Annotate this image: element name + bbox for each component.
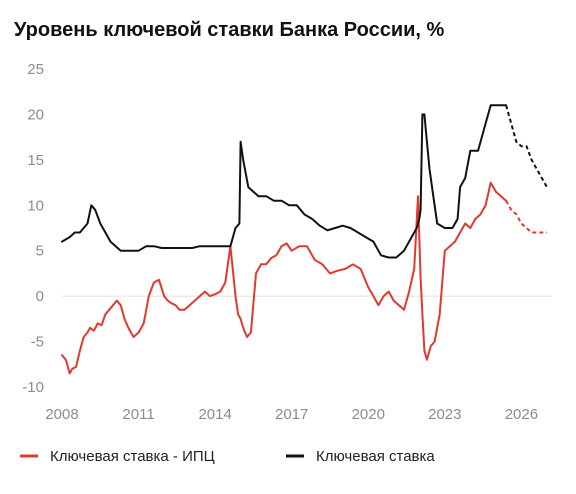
x-tick-label: 2011: [122, 406, 154, 423]
y-tick-label: -5: [31, 334, 44, 351]
series-line-key-rate: [61, 104, 508, 259]
y-axis-ticks: 25 20 15 10 5 0 -5 -10: [22, 61, 44, 396]
y-tick-label: 25: [27, 61, 44, 78]
x-tick-label: 2008: [45, 406, 78, 423]
y-tick-label: 15: [27, 152, 44, 169]
y-tick-label: -10: [22, 379, 44, 396]
y-tick-label: 0: [36, 288, 44, 305]
series-line-real-rate: [61, 181, 508, 375]
y-tick-label: 10: [27, 197, 44, 214]
x-tick-label: 2020: [352, 406, 385, 423]
x-tick-label: 2026: [505, 406, 538, 423]
y-tick-label: 5: [36, 243, 44, 260]
forecast-line-key-rate: [505, 105, 548, 188]
x-tick-label: 2017: [275, 406, 308, 423]
x-tick-label: 2023: [428, 406, 461, 423]
legend-label: Ключевая ставка: [316, 448, 435, 465]
y-tick-label: 20: [27, 106, 44, 123]
x-tick-label: 2014: [198, 406, 231, 423]
series-layer: [61, 104, 548, 375]
legend: Ключевая ставка - ИПЦ Ключевая ставка: [20, 448, 435, 465]
legend-label: Ключевая ставка - ИПЦ: [50, 448, 215, 465]
x-axis-ticks: 2008 2011 2014 2017 2020 2023 2026: [45, 406, 538, 423]
chart-title: Уровень ключевой ставки Банка России, %: [14, 19, 445, 41]
forecast-line-real-rate: [505, 200, 547, 234]
